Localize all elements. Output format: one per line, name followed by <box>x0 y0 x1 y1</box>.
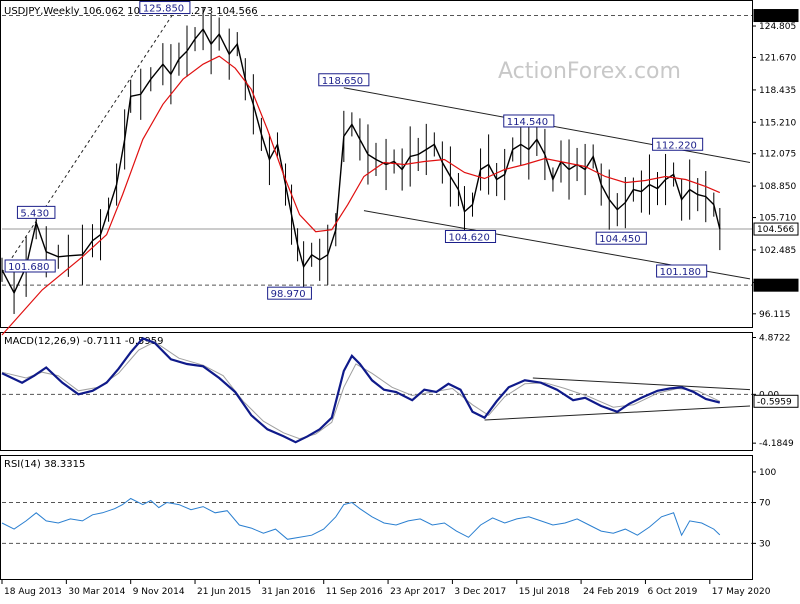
price-tick-label: 96.115 <box>759 310 791 320</box>
x-tick-label: 6 Oct 2019 <box>647 587 697 597</box>
annotation-104-450: 104.450 <box>595 231 647 245</box>
x-tick-label: 11 Sep 2016 <box>326 587 383 597</box>
annotation-box <box>318 73 370 87</box>
current-price-tag-text: 104.566 <box>757 225 794 235</box>
annotation-box <box>595 231 647 245</box>
annotation-text: 5.430 <box>20 208 49 219</box>
annotation-5-430: 5.430 <box>16 205 56 219</box>
macd-tick-label: 4.8722 <box>759 333 791 343</box>
price-plot: 125.850 118.650 114.540 112.220 104.620 104.4… <box>1 1 752 336</box>
top-price-tag: 125.850 <box>753 9 799 23</box>
macd-value-text: -0.5959 <box>757 397 792 407</box>
annotation-text: 104.450 <box>599 234 640 245</box>
annotation-text: 125.850 <box>143 4 184 15</box>
annotation-box <box>139 1 191 15</box>
annotation-text: 112.220 <box>656 140 697 151</box>
macd-line <box>1 336 721 444</box>
annotation-text: 114.540 <box>507 117 548 128</box>
annotation-118-650: 118.650 <box>318 73 370 87</box>
x-tick-label: 24 Feb 2019 <box>583 587 639 597</box>
annotation-box <box>267 286 312 300</box>
macd-trendline-lower <box>484 405 751 421</box>
x-tick-label: 15 Jul 2018 <box>519 587 570 597</box>
support-price-tag-box <box>753 278 799 292</box>
x-tick-label: 17 May 2020 <box>712 587 771 597</box>
chart-header: USDJPY,Weekly 106.062 106.166 104.273 10… <box>4 6 258 17</box>
macd-signal-line <box>1 341 721 440</box>
annotation-text: 118.650 <box>322 76 363 87</box>
macd-panel-frame <box>0 332 753 451</box>
macd-trendline-upper <box>532 377 751 391</box>
annotation-box <box>16 205 56 219</box>
x-tick-label: 18 Aug 2013 <box>4 587 62 597</box>
x-tick-label: 31 Jan 2016 <box>261 587 315 597</box>
current-price-tag: 104.566 <box>753 222 799 236</box>
rsi-header: RSI(14) 38.3315 <box>4 459 85 470</box>
price-tick-label: 124.805 <box>759 22 796 32</box>
annotation-text: 98.970 <box>271 289 306 300</box>
annotation-112-220: 112.220 <box>652 137 704 151</box>
rsi-plot <box>1 497 752 544</box>
annotation-125-850: 125.850 <box>139 1 191 15</box>
trendline-dotted-trend <box>1 7 178 274</box>
x-tick-label: 3 Dec 2017 <box>454 587 506 597</box>
top-price-tag-box <box>753 9 799 23</box>
annotation-text: 101.180 <box>660 267 701 278</box>
top-price-tag-text: 125.850 <box>757 12 794 22</box>
x-tick-label: 9 Nov 2014 <box>133 587 185 597</box>
macd-value-box <box>753 394 799 408</box>
price-tick-label: 118.435 <box>759 86 796 96</box>
price-tick-label: 108.850 <box>759 182 796 192</box>
current-price-tag-box <box>753 222 799 236</box>
rsi-tick-label: 100 <box>759 468 776 478</box>
price-tick-label: 115.210 <box>759 118 796 128</box>
annotation-98-970: 98.970 <box>267 286 312 300</box>
annotation-text: 104.620 <box>448 232 489 243</box>
price-tick-label: 121.670 <box>759 53 796 63</box>
annotation-box <box>444 229 497 243</box>
annotation-101-180: 101.180 <box>656 264 708 278</box>
axes: 124.805 121.670 118.435 115.210 112.075 108.8… <box>1 9 799 597</box>
support-price-tag-text: 98.970 <box>757 281 789 291</box>
price-tick-label: 105.710 <box>759 214 796 224</box>
price-tick-label: 102.485 <box>759 246 796 256</box>
annotation-box <box>4 259 56 273</box>
annotation-114-540: 114.540 <box>503 114 555 128</box>
rsi-tick-label: 70 <box>759 499 771 509</box>
annotation-box <box>503 114 555 128</box>
price-tick-label: 112.075 <box>759 150 796 160</box>
macd-plot <box>1 336 752 444</box>
rsi-panel-frame <box>0 455 753 580</box>
rsi-tick-label: 30 <box>759 539 771 549</box>
annotation-101-680: 101.680 <box>4 259 56 273</box>
x-tick-label: 23 Apr 2017 <box>390 587 446 597</box>
annotation-text: 101.680 <box>8 262 49 273</box>
x-tick-label: 21 Jun 2015 <box>197 587 251 597</box>
annotation-box <box>652 137 704 151</box>
moving-average-line <box>1 55 721 336</box>
watermark: ActionForex.com <box>498 59 681 84</box>
macd-value-tag: -0.5959 <box>753 394 799 408</box>
rsi-line <box>1 497 721 540</box>
x-tick-label: 30 Mar 2014 <box>68 587 125 597</box>
annotation-104-620: 104.620 <box>444 229 497 243</box>
price-panel-frame <box>0 0 753 328</box>
macd-header: MACD(12,26,9) -0.7111 -0.5959 <box>4 336 164 347</box>
macd-tick-label: -4.1849 <box>759 439 794 449</box>
annotation-box <box>656 264 708 278</box>
support-price-tag: 98.970 <box>753 278 799 292</box>
